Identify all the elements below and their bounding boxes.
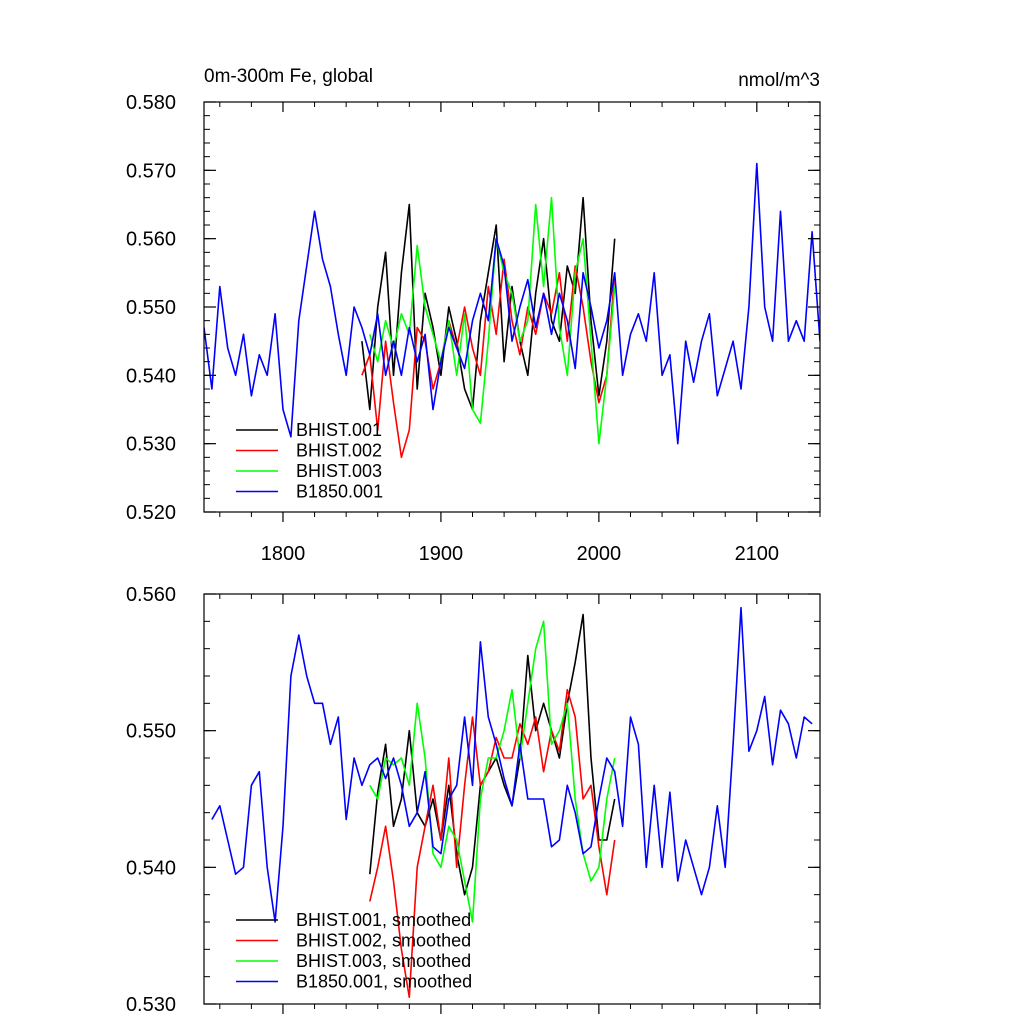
bottom-series-line-3 <box>211 606 813 923</box>
top-y-tick-label: 0.530 <box>126 434 176 456</box>
top-legend-label-0: BHIST.001 <box>296 420 382 440</box>
bottom-series-line-1 <box>369 688 616 999</box>
top-x-tick-label: 2100 <box>735 543 780 565</box>
bottom-panel: 0.530 0.540 0.550 0.560 BHIST.001, smoothed… <box>126 584 821 1016</box>
bottom-legend-label-0: BHIST.001, smoothed <box>296 910 471 930</box>
bottom-y-tick-label: 0.550 <box>126 721 176 743</box>
top-series-line-3 <box>204 162 820 445</box>
top-x-tick-label: 1800 <box>261 543 306 565</box>
top-x-tick-label: 2000 <box>577 543 622 565</box>
top-legend-label-3: B1850.001 <box>296 482 383 502</box>
top-y-tick-label: 0.570 <box>126 160 176 182</box>
top-y-tick-label: 0.540 <box>126 365 176 387</box>
bottom-y-tick-label: 0.530 <box>126 994 176 1016</box>
top-y-tick-label: 0.560 <box>126 229 176 251</box>
top-legend-label-2: BHIST.003 <box>296 461 382 481</box>
bottom-y-tick-label: 0.540 <box>126 857 176 879</box>
bottom-y-tick-label: 0.560 <box>126 584 176 606</box>
top-series-line-0 <box>361 196 616 411</box>
bottom-plot-frame <box>203 593 821 1005</box>
bottom-series-group <box>211 606 813 999</box>
bottom-legend-label-1: BHIST.002, smoothed <box>296 931 471 951</box>
top-y-tick-label: 0.550 <box>126 297 176 319</box>
bottom-series-line-0 <box>369 613 616 896</box>
top-y-tick-label: 0.580 <box>126 92 176 114</box>
top-series-line-1 <box>361 258 616 459</box>
top-x-tick-label: 1900 <box>419 543 464 565</box>
top-y-tick-label: 0.520 <box>126 502 176 524</box>
bottom-series-line-2 <box>369 620 616 923</box>
units-label: nmol/m^3 <box>738 70 820 91</box>
bottom-axes: 0.530 0.540 0.550 0.560 <box>126 584 821 1016</box>
top-legend-label-1: BHIST.002 <box>296 441 382 461</box>
chart-title: 0m-300m Fe, global <box>204 66 373 87</box>
top-series-group <box>204 162 820 459</box>
top-series-line-2 <box>369 196 616 445</box>
bottom-legend-label-2: BHIST.003, smoothed <box>296 951 471 971</box>
bottom-legend-label-3: B1850.001, smoothed <box>296 972 472 992</box>
top-axes: 0.520 0.530 0.540 0.550 0.560 0.570 0.580 1800 1… <box>126 92 821 565</box>
top-panel: 0m-300m Fe, global nmol/m^3 0.5200.5300.… <box>126 66 821 565</box>
